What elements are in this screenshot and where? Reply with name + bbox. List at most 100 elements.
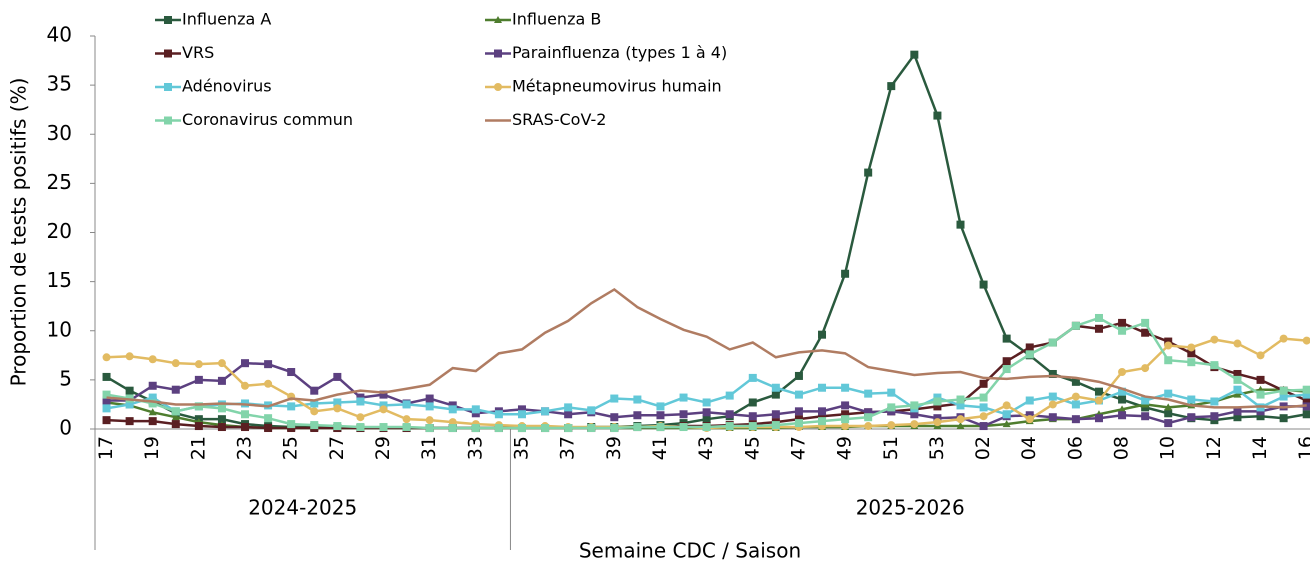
data-point <box>1302 410 1310 419</box>
x-tick-label: 51 <box>880 436 902 460</box>
data-point <box>1025 350 1034 359</box>
data-point <box>933 418 942 427</box>
data-point <box>587 424 596 433</box>
data-point <box>956 415 965 424</box>
data-point <box>148 417 157 426</box>
x-tick-label: 16 <box>1295 436 1310 460</box>
data-point <box>1094 387 1103 396</box>
group-label: 2024-2025 <box>248 496 357 520</box>
data-point <box>771 410 780 419</box>
data-point <box>356 423 365 432</box>
x-tick-label: 06 <box>1064 436 1086 460</box>
data-point <box>1048 400 1057 409</box>
data-point <box>125 400 134 409</box>
data-point <box>1302 390 1310 399</box>
data-point <box>541 407 550 416</box>
x-tick-label: 43 <box>695 436 717 460</box>
data-point <box>171 385 180 394</box>
y-tick-label: 10 <box>47 317 72 341</box>
data-point <box>102 353 111 362</box>
data-point <box>333 372 342 381</box>
x-tick-label: 47 <box>787 436 809 460</box>
data-point <box>818 417 827 426</box>
x-tick-label: 19 <box>141 436 163 460</box>
data-point <box>217 376 226 385</box>
data-point <box>933 397 942 406</box>
data-point <box>448 405 457 414</box>
x-tick-label: 25 <box>280 436 302 460</box>
data-point <box>1210 335 1219 344</box>
x-tick-label: 39 <box>603 436 625 460</box>
data-point <box>125 417 134 426</box>
data-point <box>956 422 965 430</box>
data-point <box>102 390 111 399</box>
data-point <box>1302 385 1310 394</box>
data-point <box>748 412 757 421</box>
data-point <box>1187 395 1196 404</box>
y-tick-label: 0 <box>59 416 72 440</box>
data-point <box>264 424 273 433</box>
data-point <box>564 410 573 419</box>
data-point <box>910 420 919 429</box>
data-point <box>771 390 780 399</box>
data-point <box>1233 407 1242 416</box>
data-point <box>1256 375 1265 384</box>
data-point <box>194 375 203 384</box>
data-point <box>910 410 919 419</box>
data-point <box>333 404 342 413</box>
data-point <box>956 401 965 410</box>
data-point <box>864 413 873 422</box>
group-label: 2025-2026 <box>856 496 965 520</box>
data-point <box>887 421 896 430</box>
data-point <box>241 359 250 368</box>
data-point <box>171 359 180 368</box>
data-point <box>1002 401 1011 410</box>
data-point <box>425 402 434 411</box>
data-point <box>148 408 157 416</box>
data-point <box>1233 390 1242 398</box>
data-point <box>310 407 319 416</box>
data-point <box>864 389 873 398</box>
data-point <box>402 400 411 409</box>
x-tick-label: 12 <box>1203 436 1225 460</box>
x-tick-label: 31 <box>418 436 440 460</box>
data-point <box>356 413 365 422</box>
data-point <box>425 394 434 403</box>
data-point <box>1210 361 1219 370</box>
data-point <box>148 355 157 364</box>
data-point <box>517 424 526 433</box>
data-point <box>148 399 157 408</box>
x-tick-label: 14 <box>1249 436 1271 460</box>
x-tick-label: 41 <box>649 436 671 460</box>
data-point <box>194 402 203 411</box>
data-point <box>517 410 526 419</box>
data-point <box>1094 414 1103 423</box>
data-point <box>1187 413 1196 422</box>
data-point <box>1002 420 1011 428</box>
data-point <box>633 395 642 404</box>
x-tick-label: 35 <box>510 436 532 460</box>
data-point <box>1002 334 1011 343</box>
series-line <box>106 287 1307 409</box>
data-point <box>725 391 734 400</box>
data-point <box>1071 415 1080 424</box>
data-point <box>1118 368 1127 377</box>
data-point <box>1233 385 1242 394</box>
data-point <box>125 386 134 395</box>
data-point <box>287 402 296 411</box>
data-point <box>887 82 896 91</box>
data-point <box>864 168 873 177</box>
data-point <box>656 411 665 420</box>
data-point <box>1164 403 1173 411</box>
data-point <box>702 415 711 424</box>
data-point <box>748 373 757 382</box>
data-point <box>910 401 919 410</box>
legend-label: Influenza B <box>512 10 601 29</box>
x-tick-label: 27 <box>326 436 348 460</box>
x-tick-label: 10 <box>1157 436 1179 460</box>
data-point <box>725 410 734 419</box>
data-point <box>1118 318 1127 327</box>
y-axis-title: Proportion de tests positifs (%) <box>7 78 31 387</box>
data-point <box>1071 400 1080 409</box>
y-tick-label: 15 <box>47 268 72 292</box>
